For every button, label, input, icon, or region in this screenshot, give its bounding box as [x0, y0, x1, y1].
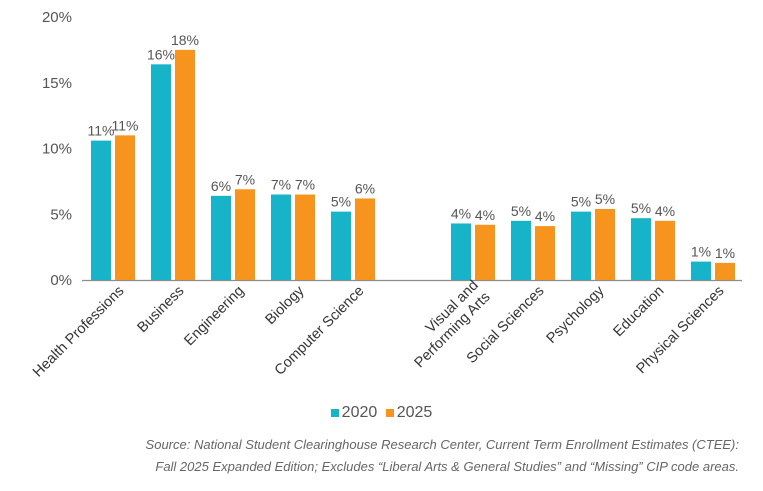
bar-2025: [355, 198, 375, 280]
bar-2020: [151, 64, 171, 280]
source-note: Source: National Student Clearinghouse R…: [0, 434, 739, 478]
y-tick-label: 5%: [50, 206, 72, 223]
legend-item-2020: 2020: [330, 404, 378, 422]
bar-2025: [235, 189, 255, 280]
data-label: 18%: [171, 32, 199, 48]
y-tick-label: 20%: [42, 9, 72, 26]
category-label-line: Psychology: [544, 283, 608, 347]
data-label: 7%: [271, 177, 291, 193]
bar-2020: [631, 218, 651, 280]
bar-2020: [511, 220, 531, 280]
data-label: 11%: [112, 117, 139, 133]
data-label: 1%: [715, 245, 735, 261]
bar-2025: [535, 226, 555, 280]
data-label: 5%: [595, 191, 615, 207]
data-label: 5%: [571, 194, 591, 210]
data-label: 1%: [691, 244, 711, 260]
legend-swatch-2025: [385, 409, 394, 417]
category-label-line: Biology: [262, 283, 307, 328]
category-label: Engineering: [181, 283, 247, 349]
category-label: Business: [134, 283, 187, 336]
data-label: 7%: [295, 177, 315, 193]
data-label: 4%: [451, 205, 471, 221]
data-label: 7%: [235, 171, 255, 187]
bar-2025: [475, 224, 495, 280]
bar-2025: [595, 208, 615, 280]
legend-swatch-2020: [330, 409, 339, 417]
data-label: 5%: [631, 200, 651, 216]
bar-2025: [715, 262, 735, 280]
bar-2025: [655, 220, 675, 280]
y-tick-label: 15%: [42, 75, 72, 92]
legend-label-2020: 2020: [341, 404, 378, 421]
bar-2020: [691, 261, 711, 280]
source-line-2: Fall 2025 Expanded Edition; Excludes “Li…: [155, 459, 739, 474]
data-label: 4%: [475, 207, 495, 223]
data-label: 6%: [211, 178, 231, 194]
bar-chart: 0% 5% 10% 15% 20% 11%11% Health Professions 16%…: [30, 9, 742, 380]
legend-label-2025: 2025: [396, 404, 433, 421]
bar-2020: [451, 223, 471, 280]
legend-item-2025: 2025: [385, 404, 433, 422]
category-label-line: Health Professions: [30, 283, 127, 380]
bar-2025: [175, 49, 195, 280]
legend: 2020 2025: [0, 404, 763, 422]
data-label: 5%: [511, 203, 531, 219]
data-label: 5%: [331, 194, 351, 210]
data-label: 6%: [355, 180, 375, 196]
category-label: Education: [610, 283, 667, 340]
data-label: 11%: [88, 123, 115, 139]
data-label: 4%: [535, 208, 555, 224]
category-label: Health Professions: [30, 283, 127, 380]
bar-2020: [331, 211, 351, 280]
bar-2020: [271, 194, 291, 280]
category-label-line: Business: [134, 283, 187, 336]
y-tick-label: 0%: [50, 272, 72, 289]
bar-2025: [295, 194, 315, 280]
y-tick-label: 10%: [42, 141, 72, 158]
source-line-1: Source: National Student Clearinghouse R…: [145, 437, 739, 452]
data-label: 4%: [655, 203, 675, 219]
bar-2020: [571, 211, 591, 280]
bar-2020: [211, 195, 231, 280]
bar-2025: [115, 135, 135, 280]
category-label: Psychology: [544, 283, 608, 347]
category-label-line: Education: [610, 283, 667, 340]
data-label: 16%: [147, 46, 175, 62]
category-label: Biology: [262, 283, 307, 328]
bar-2020: [91, 140, 111, 280]
category-label-line: Engineering: [181, 283, 247, 349]
